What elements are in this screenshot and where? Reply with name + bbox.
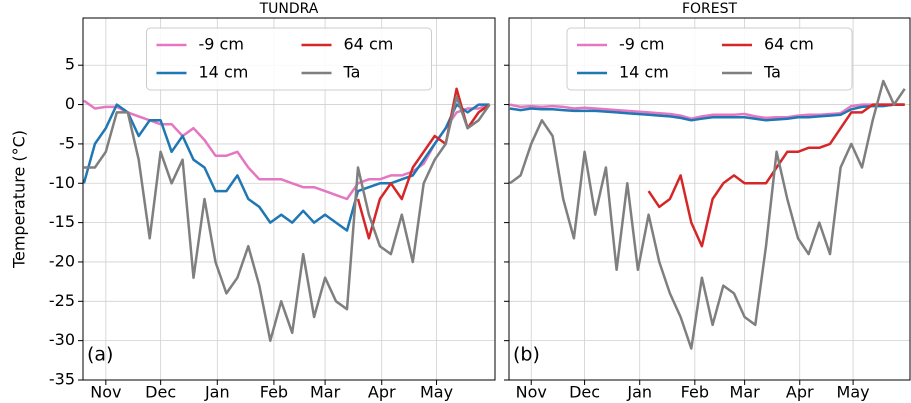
- legend-label: -9 cm: [619, 35, 664, 54]
- legend-label: 64 cm: [344, 35, 394, 54]
- legend-label: -9 cm: [199, 35, 244, 54]
- legend-label: 64 cm: [764, 35, 814, 54]
- legend-label: Ta: [343, 63, 361, 82]
- x-tick-label: Nov: [516, 383, 547, 402]
- series-line: [83, 99, 490, 201]
- x-tick-label: May: [420, 383, 453, 402]
- x-tick-label: Feb: [681, 383, 709, 402]
- x-tick-label: Jan: [626, 383, 652, 402]
- x-tick-label: Jan: [204, 383, 230, 402]
- legend-label: Ta: [763, 63, 781, 82]
- panel-title: TUNDRA: [259, 1, 319, 17]
- y-tick-label: -35: [49, 370, 75, 389]
- y-tick-label: -25: [49, 291, 75, 310]
- x-tick-label: Apr: [368, 383, 396, 402]
- legend-label: 14 cm: [199, 63, 249, 82]
- series-line: [82, 103, 490, 232]
- panel-label: (a): [87, 344, 113, 366]
- series-line: [509, 103, 905, 120]
- y-tick-label: -30: [49, 330, 75, 349]
- series-line: [509, 103, 905, 122]
- plot-frame: [508, 17, 911, 381]
- y-tick-label: 0: [65, 94, 75, 113]
- y-tick-label: -5: [59, 133, 75, 152]
- panel-label: (b): [513, 344, 540, 366]
- x-tick-label: May: [837, 383, 870, 402]
- y-tick-label: -10: [49, 173, 75, 192]
- series-line: [509, 79, 906, 350]
- x-tick-label: Dec: [569, 383, 600, 402]
- y-axis-label: Temperature (°C): [10, 130, 29, 269]
- y-tick-label: 5: [65, 55, 75, 74]
- legend-label: 14 cm: [619, 63, 669, 82]
- x-tick-label: Mar: [730, 383, 761, 402]
- legend-box: [566, 27, 853, 91]
- y-tick-label: -20: [49, 251, 75, 270]
- x-tick-label: Feb: [260, 383, 288, 402]
- panel-title: FOREST: [682, 1, 738, 17]
- x-tick-label: Mar: [310, 383, 341, 402]
- series-line: [83, 95, 491, 342]
- plot-frame: [82, 17, 496, 381]
- series-line: [647, 103, 905, 248]
- y-tick-label: -15: [49, 212, 75, 231]
- x-tick-label: Nov: [90, 383, 121, 402]
- x-tick-label: Apr: [786, 383, 814, 402]
- legend-box: [146, 27, 432, 91]
- x-tick-label: Dec: [145, 383, 176, 402]
